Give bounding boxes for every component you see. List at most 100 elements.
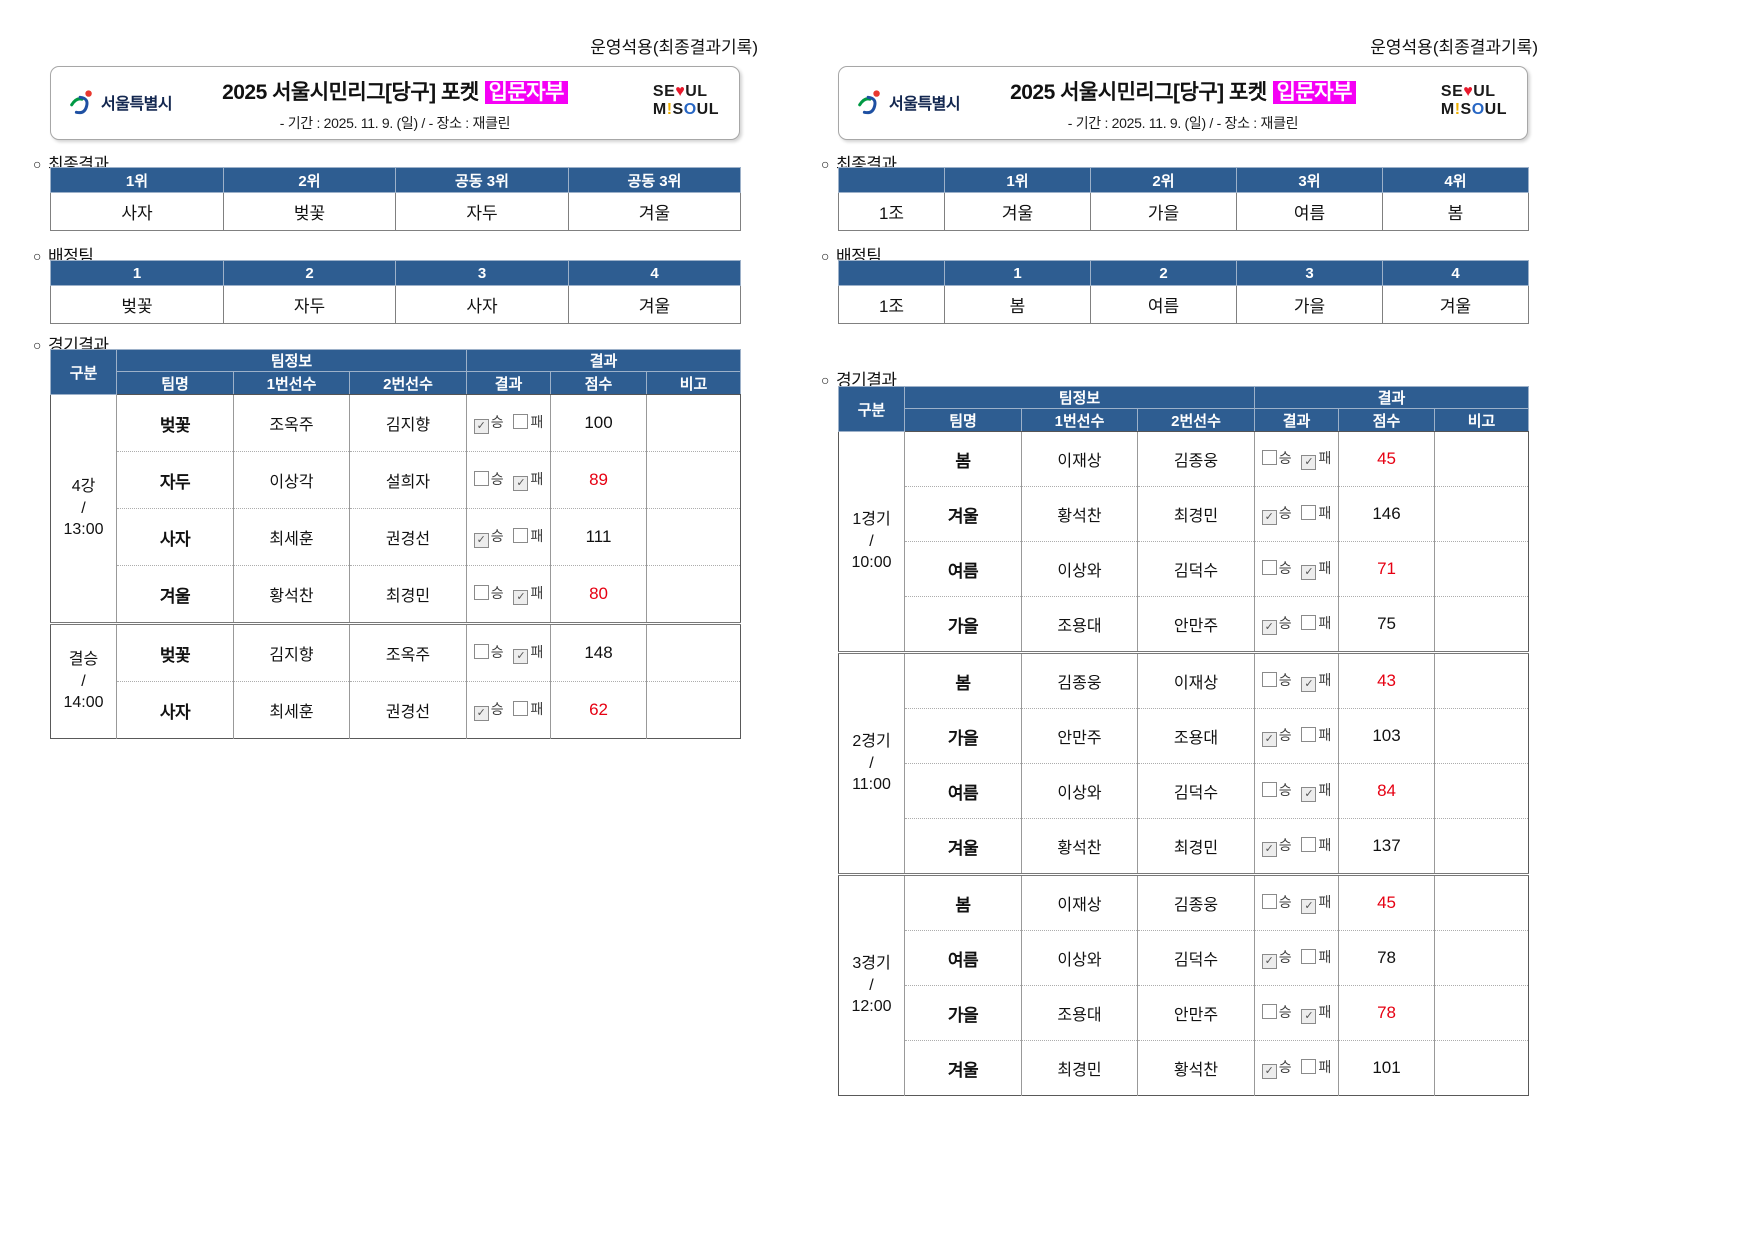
score-cell: 111 [550,508,647,566]
win-checkbox-label: 승 [1278,949,1292,965]
division-badge: 입문자부 [484,81,568,104]
table-row: 1조 봄 여름 가을 겨울 [838,285,1529,324]
lose-checkbox[interactable]: 패 [1301,949,1331,965]
lose-checkbox[interactable]: ✓ 패 [1301,450,1331,470]
win-lose-cell: ✓ 승 패 [1254,1040,1339,1096]
win-checkbox[interactable]: ✓ 승 [473,414,504,434]
lose-checkbox[interactable]: ✓ 패 [1301,560,1331,580]
win-checkbox[interactable]: 승 [1261,1004,1292,1020]
player1-cell: 황석찬 [1021,818,1138,875]
seoul-city-logo: 서울특별시 [855,87,961,117]
lose-checkbox[interactable]: ✓ 패 [513,644,543,664]
win-checkbox[interactable]: ✓ 승 [1261,1059,1292,1079]
table-row: 사자 벚꽃 자두 겨울 [50,192,741,231]
score-cell: 78 [1338,930,1435,986]
final-results-table: 1위 2위 공동 3위 공동 3위 사자 벚꽃 자두 겨울 [50,167,741,231]
lose-checkbox[interactable]: 패 [1301,727,1331,743]
assign-team-cell: 겨울 [568,285,741,324]
game-row: 가을 조용대 안만주 ✓ 승 패 75 [839,596,1529,653]
lose-checkbox[interactable]: ✓ 패 [513,471,543,491]
lose-checkbox-box [513,414,529,429]
win-checkbox[interactable]: 승 [1261,894,1292,910]
round-time-cell: 2경기 / 11:00 [838,651,905,875]
win-checkbox-label: 승 [490,585,504,601]
score-cell: 75 [1338,596,1435,653]
brand-letter: S [672,101,684,119]
player1-cell: 황석찬 [1021,486,1138,542]
lose-checkbox[interactable]: ✓ 패 [1301,1004,1331,1024]
game-row: 겨울 최경민 황석찬 ✓ 승 패 101 [839,1040,1529,1096]
remark-cell [646,508,741,566]
win-checkbox[interactable]: ✓ 승 [1261,615,1292,635]
player2-cell: 최경민 [1136,486,1255,542]
team-name-cell: 사자 [116,681,234,739]
win-checkbox[interactable]: 승 [473,585,504,601]
final-team-cell: 여름 [1236,192,1383,231]
game-row: 자두 이상각 설희자 승 ✓ 패 89 [51,451,741,509]
col-header: 1번선수 [233,371,350,395]
win-checkbox-box [1261,894,1277,909]
win-checkbox[interactable]: 승 [1261,672,1292,688]
win-lose-cell: ✓ 승 패 [466,394,551,452]
assign-team-cell: 자두 [223,285,396,324]
lose-checkbox[interactable]: 패 [1301,505,1331,521]
col-header: 비고 [1434,408,1530,432]
lose-checkbox[interactable]: ✓ 패 [1301,894,1332,914]
game-row: 겨울 황석찬 최경민 ✓ 승 패 137 [839,818,1529,875]
win-checkbox[interactable]: 승 [473,644,504,660]
lose-checkbox[interactable]: 패 [513,701,543,717]
brand-letter: SE [652,83,676,100]
event-title: 2025 서울시민리그[당구] 포켓 입문자부 [176,76,614,106]
lose-checkbox[interactable]: ✓ 패 [1301,672,1331,692]
win-checkbox[interactable]: ✓ 승 [473,701,504,721]
assign-header-cell: 4 [1382,260,1529,286]
score-cell: 80 [550,565,647,624]
brand-letter: M [652,101,667,119]
win-lose-cell: ✓ 승 패 [1254,596,1339,653]
win-checkbox-label: 승 [490,414,504,430]
win-checkbox[interactable]: ✓ 승 [1261,727,1292,747]
team-name-cell: 벚꽃 [116,622,234,682]
section-game-results: ○ 경기결과 [821,371,897,390]
lose-checkbox[interactable]: 패 [1301,615,1331,631]
team-name-cell: 겨울 [116,565,234,624]
team-name-cell: 여름 [904,541,1022,597]
win-checkbox[interactable]: ✓ 승 [473,528,504,548]
win-lose-cell: 승 ✓ 패 [1254,763,1339,819]
team-name-cell: 가을 [904,708,1022,764]
win-checkbox[interactable]: 승 [1261,560,1292,576]
win-checkbox[interactable]: 승 [473,471,504,487]
win-checkbox[interactable]: 승 [1261,450,1292,466]
lose-checkbox[interactable]: 패 [1301,1059,1331,1075]
win-checkbox-box [1261,450,1277,465]
brand-letter: ! [666,101,673,119]
win-checkbox-box [473,585,489,600]
team-name-cell: 여름 [904,763,1022,819]
lose-checkbox[interactable]: 패 [513,528,543,544]
win-checkbox[interactable]: ✓ 승 [1261,949,1292,969]
round-time-cell: 4강 / 13:00 [50,394,117,624]
win-checkbox-label: 승 [1278,727,1292,743]
lose-checkbox[interactable]: 패 [1301,837,1331,853]
win-checkbox[interactable]: ✓ 승 [1261,837,1292,857]
lose-checkbox[interactable]: ✓ 패 [513,585,543,605]
win-checkbox[interactable]: ✓ 승 [1261,505,1292,525]
col-header: 팀명 [904,408,1022,432]
game-results-table: 구분 팀정보 결과 팀명 1번선수 2번선수 결과 점수 비고 4강 / 13:00 벚꽃 조옥주 김지… [50,349,742,739]
win-checkbox[interactable]: 승 [1261,782,1292,798]
team-name-cell: 벚꽃 [116,394,234,452]
player1-cell: 이상와 [1021,930,1138,986]
score-cell: 78 [1338,985,1435,1041]
final-header-cell: 1위 [50,167,224,193]
lose-checkbox-label: 패 [1318,894,1332,910]
win-checkbox-box: ✓ [1261,954,1277,969]
lose-checkbox[interactable]: 패 [513,414,543,430]
lose-checkbox[interactable]: ✓ 패 [1301,782,1331,802]
final-header-cell: 1위 [944,167,1091,193]
remark-cell [1434,1040,1529,1096]
org-name: 서울특별시 [101,96,173,113]
operator-note-right: 운영석용(최종결과기록) [1370,38,1538,57]
score-cell: 146 [1338,486,1435,542]
remark-cell [1434,873,1529,931]
player2-cell: 권경선 [348,681,467,739]
